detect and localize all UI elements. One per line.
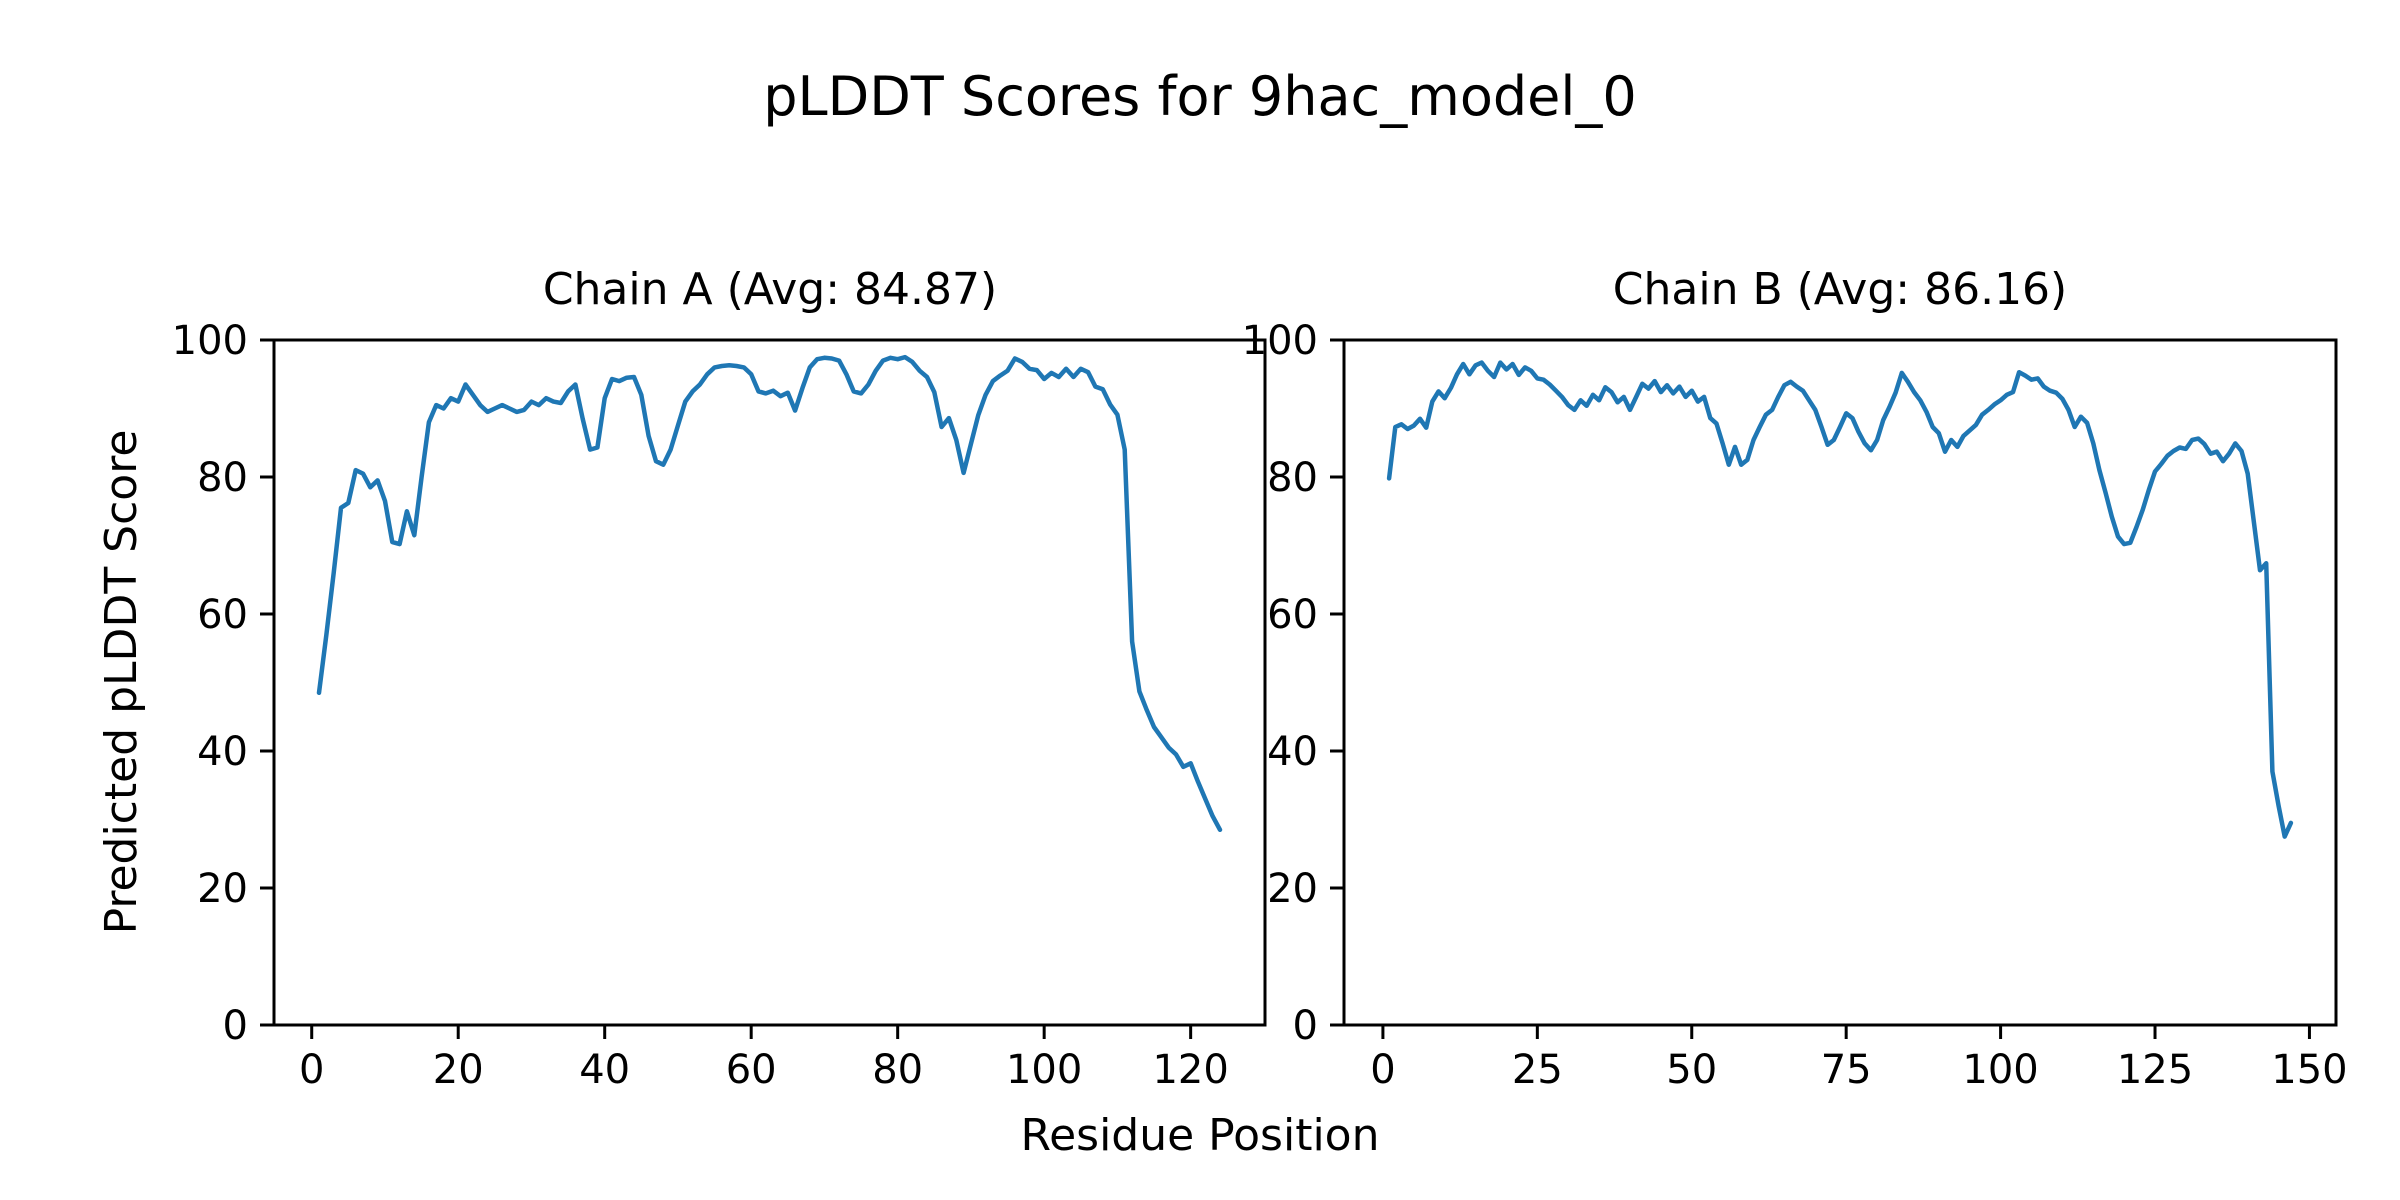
chain-b-x-tick-label: 50: [1666, 1047, 1717, 1093]
chain-a-x-tick-label: 60: [726, 1047, 777, 1093]
chain-a-y-tick-label: 100: [172, 318, 248, 364]
chain-a-spines: [272, 338, 1267, 1027]
chain-b-title: Chain B (Avg: 86.16): [1612, 264, 2068, 315]
chain-b-y-tick-label: 20: [1267, 866, 1318, 912]
chain-b-x-tick-label: 0: [1370, 1047, 1395, 1093]
chain-b-line: [1386, 360, 2294, 839]
x-axis-label: Residue Position: [1020, 1110, 1380, 1161]
chain-b-y-tick-label: 100: [1242, 318, 1318, 364]
chain-b-x-tick-label: 150: [2271, 1047, 2347, 1093]
chain-a-x-tick-label: 0: [299, 1047, 324, 1093]
chain-a-x-tick-label: 40: [579, 1047, 630, 1093]
chain-a-y-tick-label: 60: [197, 592, 248, 638]
chain-a-line: [316, 354, 1223, 833]
chain-a-x-tick-label: 120: [1152, 1047, 1228, 1093]
chain-b-x-tick-label: 75: [1821, 1047, 1872, 1093]
chain-b-y-tick-label: 0: [1293, 1003, 1318, 1049]
chain-a-y-tick-label: 80: [197, 455, 248, 501]
chain-b-y-tick-label: 40: [1267, 729, 1318, 775]
chain-a-y-tick-label: 0: [223, 1003, 248, 1049]
chain-a-x-tick-label: 100: [1006, 1047, 1082, 1093]
figure-title: pLDDT Scores for 9hac_model_0: [763, 65, 1637, 128]
chain-b-y-tick-label: 60: [1267, 592, 1318, 638]
chain-a-y-tick-label: 20: [197, 866, 248, 912]
chain-a-title: Chain A (Avg: 84.87): [542, 264, 998, 315]
chain-b-y-tick-label: 80: [1267, 455, 1318, 501]
chain-a-x-tick-label: 80: [872, 1047, 923, 1093]
chain-b-x-tick-label: 125: [2117, 1047, 2193, 1093]
chain-b-x-tick-label: 25: [1512, 1047, 1563, 1093]
chain-b-spines: [1342, 338, 2338, 1027]
chain-a-y-tick-label: 40: [197, 729, 248, 775]
chain-b-x-tick-label: 100: [1962, 1047, 2038, 1093]
chain-a-x-tick-label: 20: [433, 1047, 484, 1093]
